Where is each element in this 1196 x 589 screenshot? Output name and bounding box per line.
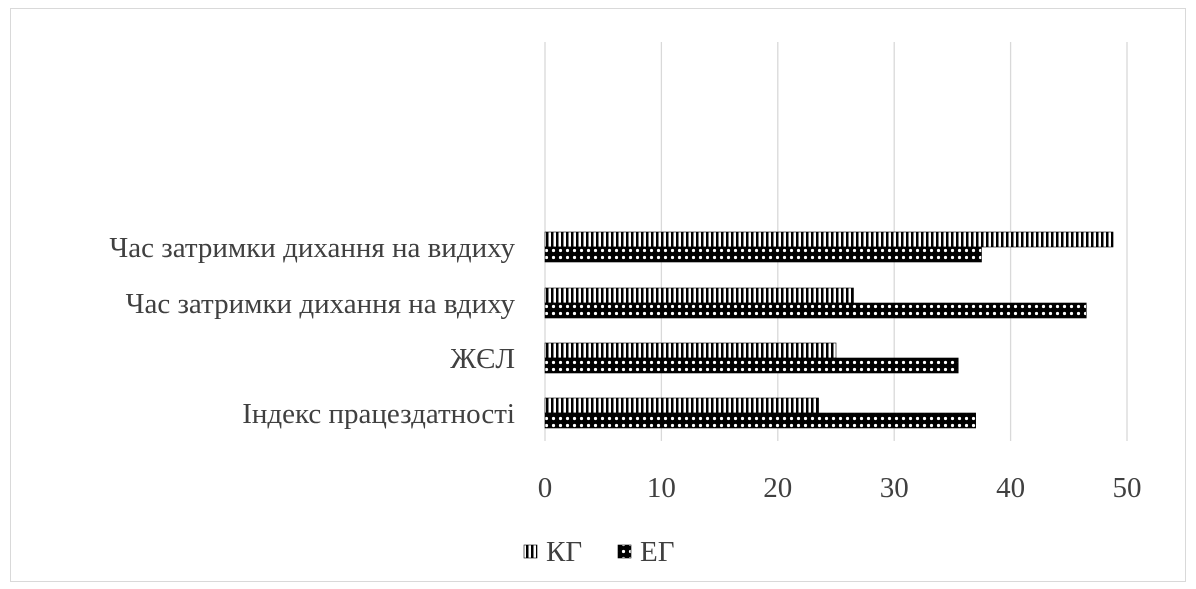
bar-eg-1 [544,302,1087,319]
category-label: Час затримки дихання на вдиху [126,288,516,320]
x-axis-tick-labels: 0 10 20 30 40 50 [538,472,1142,504]
bar-eg-0 [544,246,982,263]
x-tick-label: 40 [996,472,1025,504]
legend-swatch-kg [523,544,538,559]
x-tick-label: 0 [538,472,553,504]
legend-label-eg: ЕГ [640,536,674,568]
x-tick-label: 30 [880,472,909,504]
category-label: ЖЄЛ [450,343,515,375]
x-tick-label: 50 [1113,472,1142,504]
x-tick-label: 10 [647,472,676,504]
bar-eg-3 [544,412,976,429]
bars [544,231,1114,429]
bar-kg-1 [544,287,854,304]
bar-eg-2 [544,357,959,374]
chart-frame: Час затримки дихання на видиху Час затрим… [10,8,1186,582]
x-tick-label: 20 [763,472,792,504]
category-label: Індекс працездатності [242,398,515,430]
bar-kg-3 [544,397,819,414]
category-labels: Час затримки дихання на видиху Час затрим… [109,232,515,430]
legend-swatch-eg [617,544,632,559]
legend: КГ ЕГ [523,536,674,568]
legend-label-kg: КГ [546,536,582,568]
category-label: Час затримки дихання на видиху [109,232,515,264]
bar-kg-2 [544,342,837,359]
bar-kg-0 [544,231,1114,248]
bar-chart: Час затримки дихання на видиху Час затрим… [109,42,1142,568]
